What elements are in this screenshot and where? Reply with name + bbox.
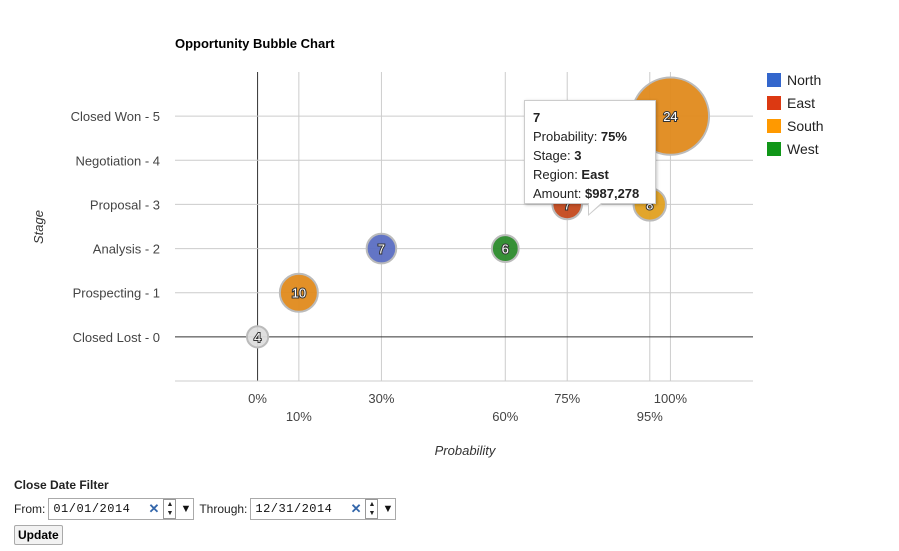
legend-label: South [787,118,824,134]
tooltip-title: 7 [533,110,541,125]
close-date-filter: Close Date Filter From: 01/01/2014 ✕ ▲ ▼ … [14,478,401,545]
tooltip-tail-inner [589,203,601,214]
from-dropdown-arrow-icon[interactable]: ▼ [180,503,192,515]
bubble[interactable] [245,325,270,349]
tooltip-region-label: Region: [533,167,582,182]
y-axis-title: Stage [31,210,46,244]
tooltip-stage-value: 3 [574,148,582,163]
y-tick-label: Analysis - 2 [93,242,160,257]
from-clear-icon[interactable]: ✕ [148,501,160,516]
bubble-label: 7 [378,242,385,257]
update-button[interactable]: Update [14,525,63,545]
legend-swatch [767,119,781,133]
bubble[interactable] [365,232,398,265]
tooltip-stage-label: Stage: [533,148,575,163]
from-label: From: [14,502,46,516]
chart-title: Opportunity Bubble Chart [175,36,335,51]
x-axis-title: Probability [435,443,497,458]
y-tick-label: Closed Lost - 0 [73,330,160,345]
x-tick-label: 10% [286,409,312,424]
bubble-series: 4 10 7 6 7 8 24 [245,76,711,349]
bubble-label: 24 [663,109,677,124]
bubble-label: 4 [254,330,261,345]
filter-row: From: 01/01/2014 ✕ ▲ ▼ ▼ Through: 12/31/2… [14,497,401,521]
legend-swatch [767,73,781,87]
y-axis-ticks: Closed Lost - 0 Prospecting - 1 Analysis -… [71,109,160,345]
bubble-chart: Opportunity Bubble Chart Closed Lost - 0… [31,36,824,458]
bubble-tooltip: 7 Probability: 75% Stage: 3 Region: East… [524,100,656,204]
legend-label: West [787,141,819,157]
legend-swatch [767,142,781,156]
tooltip-region-value: East [581,167,609,182]
legend-swatch [767,96,781,110]
bubble[interactable] [278,272,319,313]
filter-title: Close Date Filter [14,478,109,492]
legend-label: North [787,72,821,88]
through-date-value[interactable]: 12/31/2014 [255,502,333,516]
bubble-label: 6 [502,242,509,257]
x-tick-label: 30% [368,391,394,406]
y-tick-label: Closed Won - 5 [71,109,160,124]
through-spinner-icon[interactable]: ▲ ▼ [365,499,379,519]
x-tick-label: 0% [248,391,267,406]
from-spinner-icon[interactable]: ▲ ▼ [163,499,177,519]
bubble[interactable] [490,234,520,263]
y-tick-label: Negotiation - 4 [75,153,160,168]
chart-legend: North East South West [767,72,824,157]
y-tick-label: Prospecting - 1 [73,286,160,301]
through-label: Through: [199,502,248,516]
x-tick-label: 100% [654,391,688,406]
tooltip-probability-label: Probability: [533,129,601,144]
x-axis-ticks: 0% 10% 30% 60% 75% 95% 100% [248,391,687,424]
from-date-input[interactable]: 01/01/2014 ✕ ▲ ▼ ▼ [48,498,195,520]
tooltip-amount-value: $987,278 [585,186,640,201]
x-tick-label: 60% [492,409,518,424]
through-date-input[interactable]: 12/31/2014 ✕ ▲ ▼ ▼ [250,498,397,520]
legend-label: East [787,95,815,111]
x-tick-label: 95% [637,409,663,424]
tooltip-amount-label: Amount: [533,186,586,201]
x-tick-label: 75% [554,391,580,406]
bubble-label: 7 [564,197,571,212]
tooltip-probability-value: 75% [600,129,627,144]
y-tick-label: Proposal - 3 [90,197,160,212]
through-dropdown-arrow-icon[interactable]: ▼ [382,503,394,515]
from-date-value[interactable]: 01/01/2014 [53,502,131,516]
through-clear-icon[interactable]: ✕ [350,501,362,516]
bubble-label: 8 [646,197,653,212]
bubble-label: 10 [292,286,306,301]
